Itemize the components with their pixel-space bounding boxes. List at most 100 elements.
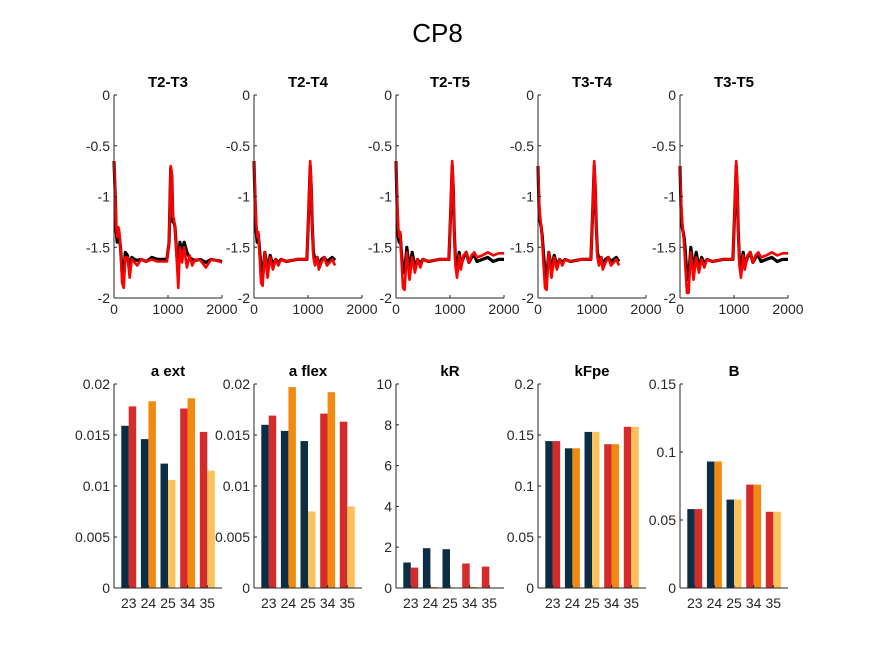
x-tick-label: 24 <box>281 595 297 611</box>
bar-red <box>623 426 632 588</box>
y-tick-label: -0.5 <box>510 138 534 154</box>
y-tick-label: -0.5 <box>226 138 250 154</box>
bar-navy <box>564 448 573 588</box>
x-tick-label: 23 <box>403 595 419 611</box>
y-tick-label: -0.5 <box>368 138 392 154</box>
x-tick-label: 23 <box>545 595 561 611</box>
series-line-red <box>252 159 337 288</box>
y-tick-label: 2 <box>384 539 392 555</box>
bar-orange <box>572 448 580 588</box>
subplot-title: kFpe <box>574 363 609 380</box>
x-tick-label: 24 <box>707 595 723 611</box>
bar-orange <box>148 401 156 588</box>
bar-red <box>199 431 208 588</box>
bar-yellow <box>347 506 355 588</box>
y-tick-label: -1.5 <box>86 239 110 255</box>
x-tick-label: 2000 <box>346 301 377 317</box>
y-tick-label: 0.01 <box>83 478 110 494</box>
y-tick-label: 0.1 <box>657 444 677 460</box>
y-tick-label: -2 <box>98 290 111 306</box>
x-tick-label: 35 <box>481 595 497 611</box>
x-tick-label: 2000 <box>206 301 237 317</box>
bar-red <box>339 421 348 588</box>
bar-navy <box>687 509 695 588</box>
bar-navy <box>160 463 168 588</box>
y-tick-label: 0.05 <box>649 512 676 528</box>
x-tick-label: 25 <box>726 595 742 611</box>
bar-red <box>180 408 188 588</box>
y-tick-label: 0.2 <box>515 376 535 392</box>
y-tick-label: 0.1 <box>515 478 535 494</box>
y-tick-label: 0.015 <box>215 427 250 443</box>
x-tick-label: 23 <box>121 595 137 611</box>
x-tick-label: 24 <box>423 595 439 611</box>
x-tick-label: 1000 <box>292 301 323 317</box>
bar-yellow <box>631 426 639 588</box>
x-tick-label: 2000 <box>630 301 661 317</box>
x-tick-label: 23 <box>687 595 703 611</box>
bar-red <box>746 484 754 588</box>
bar-red <box>694 509 703 588</box>
y-tick-label: -2 <box>664 290 677 306</box>
figure-title: CP8 <box>412 18 463 48</box>
y-tick-label: 0 <box>668 87 676 103</box>
y-tick-label: 8 <box>384 417 392 433</box>
y-tick-label: -0.5 <box>86 138 110 154</box>
x-tick-label: 2000 <box>772 301 803 317</box>
bar-red <box>765 511 774 588</box>
subplot-title: a flex <box>289 363 328 380</box>
y-tick-label: 0 <box>242 580 250 596</box>
y-tick-label: 6 <box>384 458 392 474</box>
y-tick-label: 0 <box>102 87 110 103</box>
bar-navy <box>403 562 411 588</box>
bar-yellow <box>773 511 781 588</box>
x-tick-label: 1000 <box>576 301 607 317</box>
x-tick-label: 35 <box>623 595 639 611</box>
y-tick-label: 0 <box>384 580 392 596</box>
bar-red <box>481 566 490 588</box>
y-tick-label: -1 <box>664 189 677 205</box>
y-tick-label: 0.02 <box>83 376 110 392</box>
x-tick-label: 0 <box>534 301 542 317</box>
bar-yellow <box>308 511 316 588</box>
x-tick-label: 35 <box>199 595 215 611</box>
bar-yellow <box>734 499 742 588</box>
y-tick-label: -0.5 <box>652 138 676 154</box>
x-tick-label: 24 <box>141 595 157 611</box>
bar-orange <box>611 444 620 588</box>
subplot-title: T3-T5 <box>714 74 754 91</box>
subplot-title: T2-T4 <box>288 74 329 91</box>
y-tick-label: 0.15 <box>507 427 534 443</box>
y-tick-label: 0.02 <box>223 376 250 392</box>
bar-orange <box>327 392 336 588</box>
x-tick-label: 35 <box>765 595 781 611</box>
y-tick-label: 0 <box>384 87 392 103</box>
y-tick-label: 0 <box>242 87 250 103</box>
y-tick-label: 0.015 <box>75 427 110 443</box>
y-tick-label: 0 <box>526 580 534 596</box>
bar-orange <box>187 398 196 588</box>
subplot-title: a ext <box>151 363 185 380</box>
x-tick-label: 34 <box>604 595 620 611</box>
x-tick-label: 1000 <box>718 301 749 317</box>
bar-navy <box>140 439 149 588</box>
bar-navy <box>121 425 129 588</box>
subplot-title: T3-T4 <box>572 74 613 91</box>
bar-navy <box>280 430 289 588</box>
x-tick-label: 34 <box>180 595 196 611</box>
y-tick-label: -2 <box>380 290 393 306</box>
y-tick-label: 4 <box>384 498 392 514</box>
x-tick-label: 24 <box>565 595 581 611</box>
bar-red <box>320 413 328 588</box>
y-tick-label: 0.15 <box>649 376 676 392</box>
x-tick-label: 1000 <box>152 301 183 317</box>
bar-red <box>128 406 137 588</box>
x-tick-label: 1000 <box>434 301 465 317</box>
bar-red <box>552 441 561 588</box>
y-tick-label: 0 <box>526 87 534 103</box>
bar-red <box>604 444 612 588</box>
bar-navy <box>261 424 269 588</box>
bar-yellow <box>592 431 600 588</box>
y-tick-label: 0.005 <box>75 529 110 545</box>
y-tick-label: -1 <box>522 189 535 205</box>
